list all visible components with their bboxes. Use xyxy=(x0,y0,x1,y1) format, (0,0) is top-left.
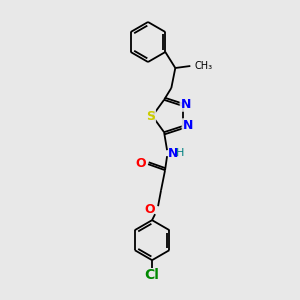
Text: S: S xyxy=(146,110,155,122)
Text: N: N xyxy=(181,98,191,110)
Text: CH₃: CH₃ xyxy=(194,61,212,71)
Text: N: N xyxy=(168,147,178,160)
Text: O: O xyxy=(136,157,146,170)
Text: H: H xyxy=(176,148,184,158)
Text: Cl: Cl xyxy=(145,268,160,282)
Text: N: N xyxy=(183,119,193,133)
Text: O: O xyxy=(145,203,155,216)
